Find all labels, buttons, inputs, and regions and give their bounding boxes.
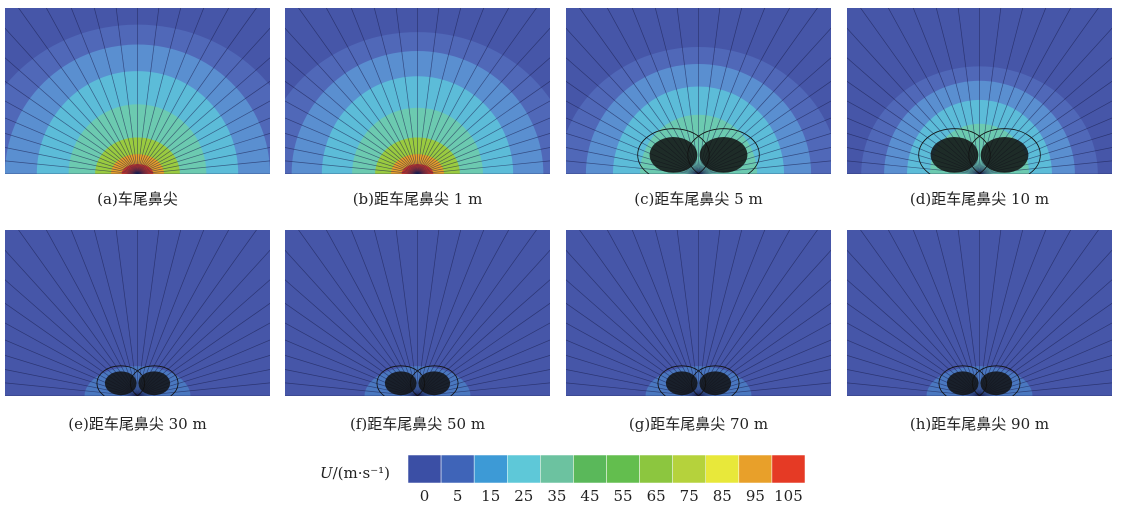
panel-caption: (f)距车尾鼻尖 50 m xyxy=(350,415,485,433)
panel-caption: (h)距车尾鼻尖 90 m xyxy=(910,415,1049,433)
vortex xyxy=(699,371,731,395)
colorbar-segment xyxy=(441,455,474,483)
vortex xyxy=(105,371,137,395)
vortex xyxy=(418,371,450,395)
vortex xyxy=(385,371,417,395)
colorbar-label: U/(m·s⁻¹) xyxy=(320,464,390,482)
vortex xyxy=(666,371,698,395)
vortex xyxy=(980,371,1012,395)
colorbar-tick-label: 95 xyxy=(746,487,765,505)
vortex xyxy=(947,371,979,395)
colorbar-tick-label: 65 xyxy=(647,487,666,505)
vortex xyxy=(650,137,698,173)
vortex xyxy=(138,371,170,395)
figure: U/(m·s⁻¹) (a)车尾鼻尖 (b)距车尾鼻尖 1 m (c)距车尾鼻尖 5 … xyxy=(0,0,1122,508)
colorbar-segment xyxy=(607,455,640,483)
colorbar-tick-label: 85 xyxy=(713,487,732,505)
colorbar-tick-label: 45 xyxy=(580,487,599,505)
panel-caption: (g)距车尾鼻尖 70 m xyxy=(629,415,768,433)
colorbar-segment xyxy=(507,455,540,483)
colorbar-tick-label: 25 xyxy=(514,487,533,505)
colorbar-segment xyxy=(640,455,673,483)
colorbar-segment xyxy=(540,455,573,483)
panel-caption: (e)距车尾鼻尖 30 m xyxy=(68,415,206,433)
colorbar-tick-label: 15 xyxy=(481,487,500,505)
colorbar-segment xyxy=(673,455,706,483)
colorbar-segment xyxy=(573,455,606,483)
colorbar-segment xyxy=(706,455,739,483)
colorbar-tick-label: 35 xyxy=(547,487,566,505)
label-unit: /(m·s⁻¹) xyxy=(333,464,390,482)
colorbar-tick-label: 5 xyxy=(453,487,463,505)
colorbar-segment xyxy=(739,455,772,483)
panel-caption: (d)距车尾鼻尖 10 m xyxy=(910,190,1049,208)
panel-caption: (a)车尾鼻尖 xyxy=(97,190,178,208)
colorbar-segment xyxy=(408,455,441,483)
vortex xyxy=(700,137,748,173)
panel-caption: (c)距车尾鼻尖 5 m xyxy=(634,190,762,208)
colorbar-tick-label: 55 xyxy=(613,487,632,505)
vortex xyxy=(931,137,979,173)
vortex xyxy=(981,137,1029,173)
panel-caption: (b)距车尾鼻尖 1 m xyxy=(353,190,483,208)
colorbar-tick-label: 105 xyxy=(774,487,803,505)
colorbar-segment xyxy=(772,455,805,483)
colorbar-segment xyxy=(474,455,507,483)
colorbar-tick-label: 0 xyxy=(420,487,430,505)
colorbar-tick-label: 75 xyxy=(680,487,699,505)
